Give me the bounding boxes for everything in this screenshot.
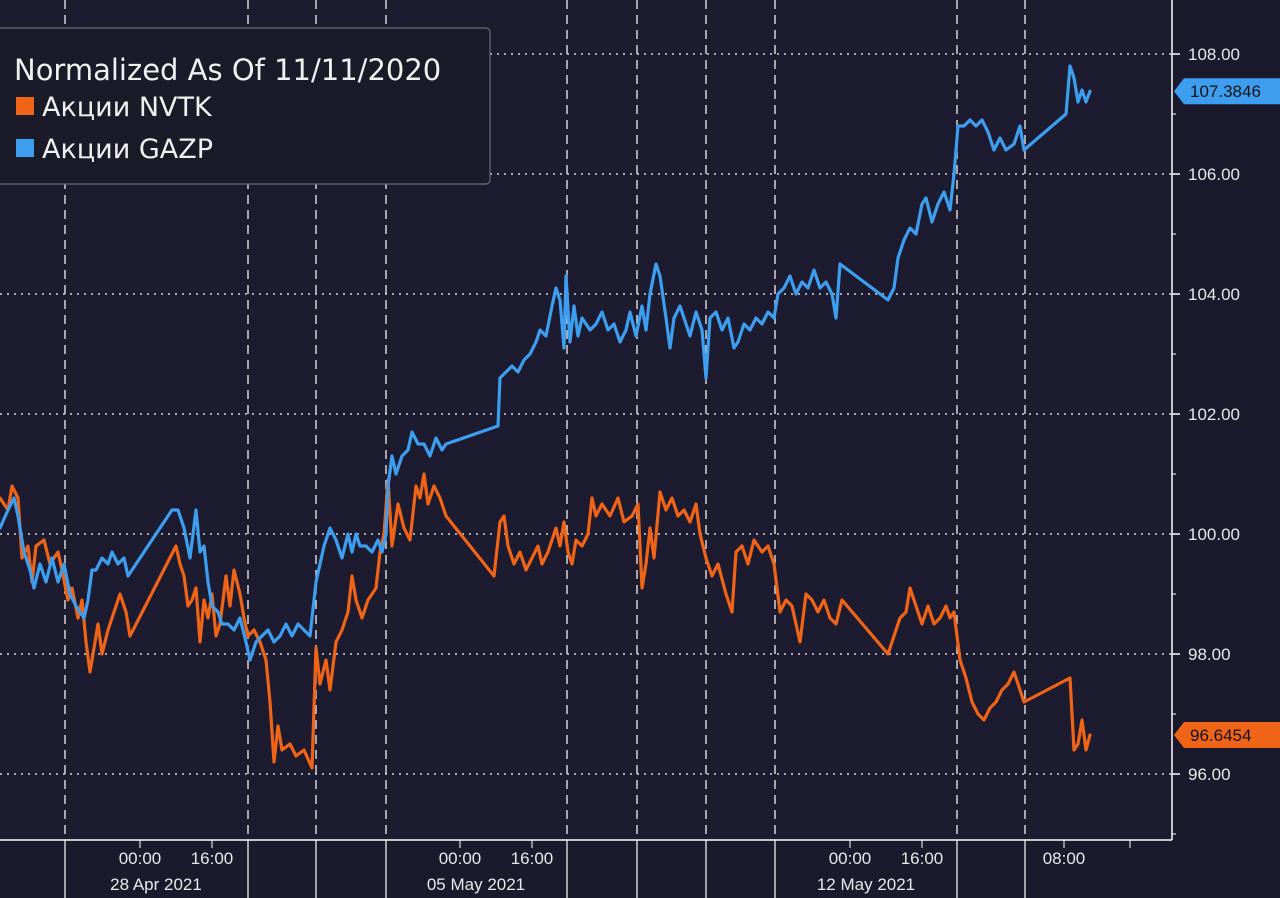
y-tick-label: 102.00	[1188, 405, 1240, 424]
x-time-label: 08:00	[1043, 849, 1086, 868]
x-date-label: 05 May 2021	[427, 875, 525, 894]
last-value-tags: 96.6454 107.3846	[1174, 78, 1280, 748]
last-value-tag	[1174, 78, 1280, 105]
legend-label-nvtk: Акции NVTK	[42, 92, 213, 123]
last-value-label: 107.3846	[1190, 82, 1261, 101]
last-value-tag	[1174, 722, 1280, 748]
last-value-label: 96.6454	[1190, 726, 1251, 745]
y-tick-label: 104.00	[1188, 285, 1240, 304]
x-axis: 00:00 16:00 00:00 16:00 00:00 16:00 08:00 28 Ap…	[0, 839, 1172, 898]
y-axis: 96.00 98.00 100.00 102.00 104.00 106.00 108.00	[1171, 0, 1240, 840]
y-tick-label: 106.00	[1188, 165, 1240, 184]
legend-box	[0, 27, 491, 185]
legend: Normalized As Of 11/11/2020 Акции NVTK А…	[0, 27, 491, 185]
legend-swatch-gazp	[16, 139, 34, 157]
x-time-label: 16:00	[191, 849, 234, 868]
x-time-label: 00:00	[829, 849, 872, 868]
series-line	[0, 472, 1092, 770]
series-lines	[0, 64, 1092, 770]
y-tick-label: 100.00	[1188, 525, 1240, 544]
x-time-label: 00:00	[439, 849, 482, 868]
x-date-label: 28 Apr 2021	[110, 875, 202, 894]
x-time-label: 16:00	[511, 849, 554, 868]
legend-swatch-nvtk	[16, 97, 34, 115]
legend-label-gazp: Акции GAZP	[42, 134, 213, 165]
x-time-label: 00:00	[119, 849, 162, 868]
series-line	[0, 64, 1092, 662]
y-tick-label: 98.00	[1188, 645, 1231, 664]
x-date-label: 12 May 2021	[817, 875, 915, 894]
x-time-label: 16:00	[901, 849, 944, 868]
y-tick-label: 108.00	[1188, 45, 1240, 64]
y-tick-label: 96.00	[1188, 765, 1231, 784]
chart-title: Normalized As Of 11/11/2020	[14, 53, 441, 87]
